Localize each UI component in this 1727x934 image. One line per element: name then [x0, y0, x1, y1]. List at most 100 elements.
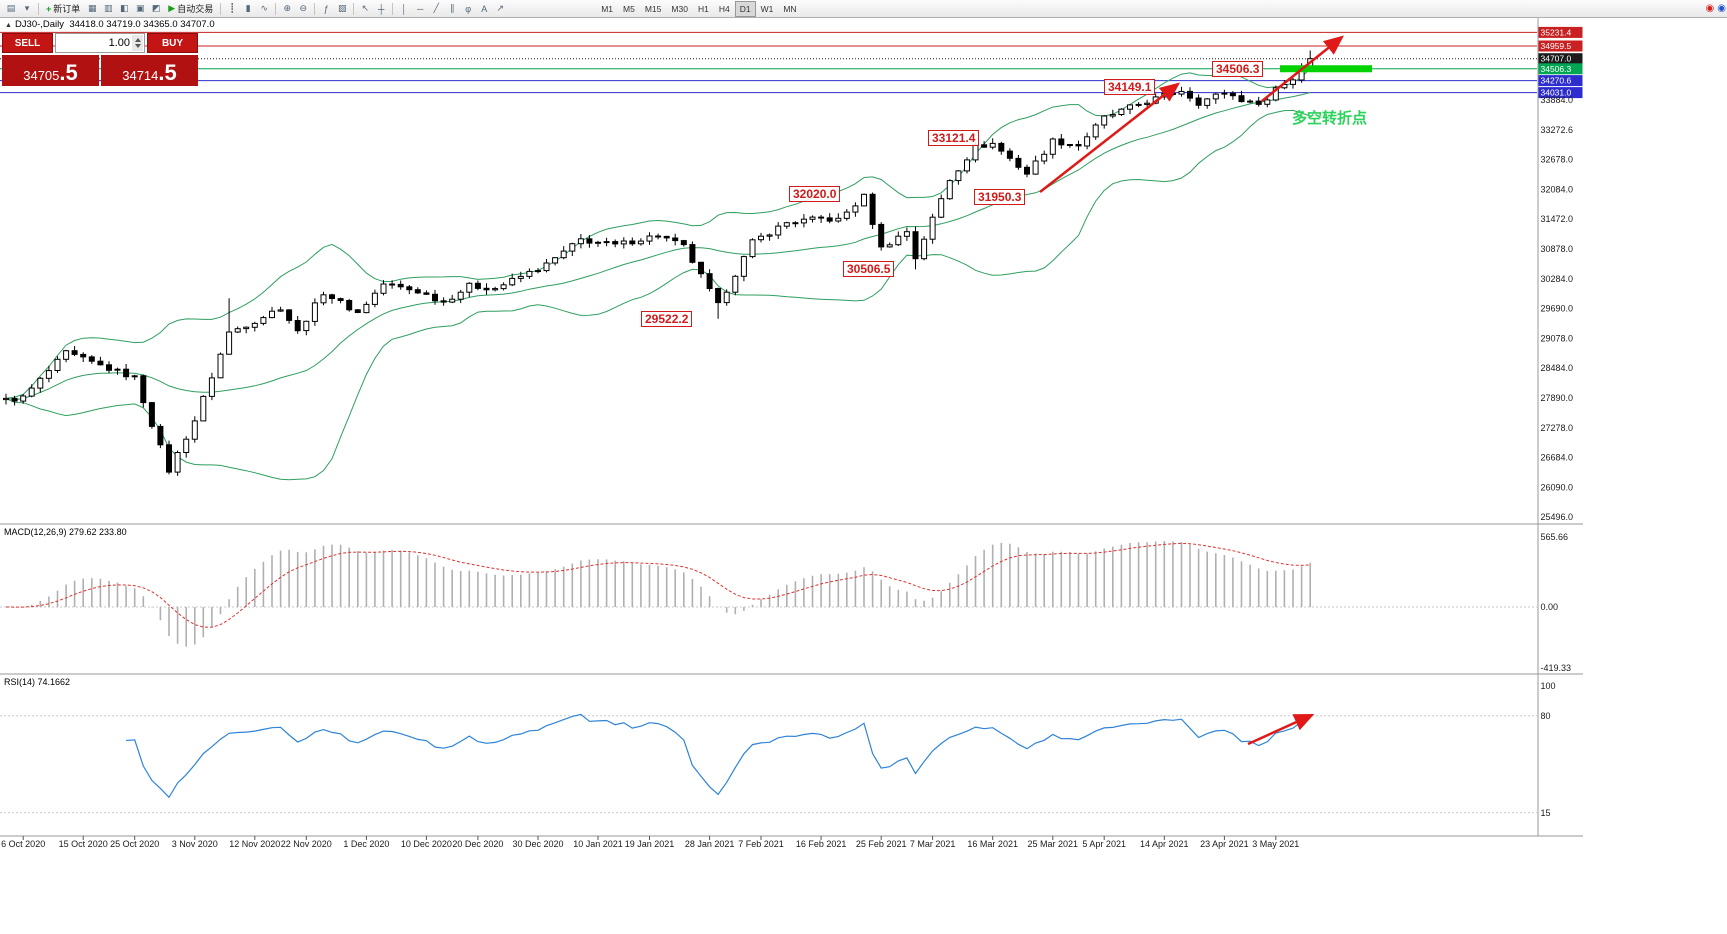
candlesticks	[3, 50, 1314, 476]
line-chart-icon[interactable]: ∿	[260, 3, 268, 13]
spinner-up-icon[interactable]	[134, 38, 141, 42]
bar-chart-icon[interactable]: ┋	[229, 3, 235, 13]
volume-input[interactable]	[56, 36, 144, 50]
svg-text:16 Mar 2021: 16 Mar 2021	[967, 839, 1018, 849]
fibonacci-icon[interactable]: φ	[465, 3, 472, 14]
svg-text:30 Dec 2020: 30 Dec 2020	[512, 839, 563, 849]
timeframe-m1-button[interactable]: M1	[601, 3, 614, 14]
svg-text:7 Mar 2021: 7 Mar 2021	[910, 839, 956, 849]
channel-icon[interactable]: ∥	[449, 3, 455, 13]
candlestick-chart-icon[interactable]: ▮	[245, 3, 251, 13]
price-annotation: 29522.2	[641, 311, 693, 327]
svg-text:100: 100	[1541, 681, 1556, 691]
timeframe-mn-button[interactable]: MN	[783, 3, 797, 14]
trendline-icon[interactable]: ╱	[433, 3, 439, 13]
price-annotation: 34506.3	[1212, 61, 1264, 77]
svg-text:0.00: 0.00	[1541, 602, 1559, 612]
one-click-collapse-icon[interactable]: ▲	[5, 22, 12, 29]
toolbar-separator	[314, 2, 316, 15]
trend-arrows	[1039, 35, 1344, 746]
macd-panel	[0, 541, 1537, 647]
toolbar-separator	[220, 2, 222, 15]
volume-field	[55, 33, 145, 53]
svg-text:29078.0: 29078.0	[1541, 333, 1574, 343]
new-order-button[interactable]: + 新订单	[46, 3, 81, 15]
svg-text:31472.0: 31472.0	[1541, 214, 1574, 224]
spinner-down-icon[interactable]	[134, 44, 141, 48]
toolbar-separator	[275, 2, 277, 15]
buy-price-display[interactable]: 34714.5	[101, 55, 198, 86]
svg-text:30284.0: 30284.0	[1541, 274, 1574, 284]
price-annotation: 30506.5	[843, 261, 895, 277]
timeframe-d1-button[interactable]: D1	[734, 0, 756, 17]
time-axis	[22, 836, 1277, 840]
svg-text:28 Jan 2021: 28 Jan 2021	[685, 839, 735, 849]
svg-text:25 Feb 2021: 25 Feb 2021	[856, 839, 907, 849]
svg-text:15: 15	[1541, 808, 1551, 818]
bollinger-bands	[5, 68, 1311, 481]
svg-text:3 May 2021: 3 May 2021	[1252, 839, 1299, 849]
one-click-trade-panel: SELL BUY 34705.5 34714.5	[2, 33, 198, 86]
timeframe-m15-button[interactable]: M15	[644, 3, 662, 14]
svg-text:25 Mar 2021: 25 Mar 2021	[1028, 839, 1079, 849]
toolbar-separator	[353, 2, 355, 15]
timeframe-m5-button[interactable]: M5	[623, 3, 635, 14]
data-window-icon[interactable]: ▥	[104, 3, 113, 13]
arrow-tool-icon[interactable]: ↗	[496, 3, 504, 13]
new-chart-icon[interactable]: ▤	[6, 3, 16, 13]
chart-symbol-period: DJ30-,Daily	[14, 19, 65, 30]
svg-text:34270.6: 34270.6	[1541, 76, 1572, 86]
timeframe-h1-button[interactable]: H1	[697, 3, 709, 14]
toolbar-separator	[38, 2, 39, 15]
svg-text:22 Nov 2020: 22 Nov 2020	[281, 839, 332, 849]
panel-separators	[0, 17, 1583, 837]
svg-text:29690.0: 29690.0	[1541, 304, 1574, 314]
zoom-out-icon[interactable]: ⊖	[299, 3, 307, 13]
svg-text:12 Nov 2020: 12 Nov 2020	[229, 839, 280, 849]
svg-text:28484.0: 28484.0	[1541, 363, 1574, 373]
timeframe-h4-button[interactable]: H4	[718, 3, 730, 14]
sell-button[interactable]: SELL	[2, 33, 53, 53]
price-annotation: 34149.1	[1104, 79, 1156, 95]
buy-button[interactable]: BUY	[147, 33, 198, 53]
chart-list-dropdown-icon[interactable]: ▾	[24, 3, 30, 13]
svg-text:32678.0: 32678.0	[1541, 155, 1574, 165]
sell-price-display[interactable]: 34705.5	[2, 55, 99, 86]
zoom-in-icon[interactable]: ⊕	[283, 3, 291, 13]
navigator-icon[interactable]: ◧	[120, 3, 129, 13]
community-icon[interactable]: ◉	[1717, 3, 1726, 14]
news-alert-icon[interactable]: ◉	[1705, 3, 1715, 14]
timeframe-w1-button[interactable]: W1	[760, 3, 774, 14]
svg-text:34031.0: 34031.0	[1541, 88, 1572, 98]
price-annotation: 33121.4	[928, 130, 980, 146]
svg-text:20 Dec 2020: 20 Dec 2020	[452, 839, 503, 849]
auto-trading-button[interactable]: ▶ 自动交易	[168, 3, 214, 14]
strategy-tester-icon[interactable]: ◩	[152, 3, 161, 13]
svg-text:25 Oct 2020: 25 Oct 2020	[110, 839, 159, 849]
turning-point-annotation: 多空转折点	[1292, 110, 1368, 127]
chart-canvas[interactable]: 33884.0 33272.6 32678.0 32084.0 31472.0 30878…	[0, 0, 1583, 852]
svg-text:23 Apr 2021: 23 Apr 2021	[1200, 839, 1249, 849]
timeframe-m30-button[interactable]: M30	[671, 3, 688, 14]
toolbar-separator	[392, 2, 394, 15]
text-tool-icon[interactable]: A	[481, 3, 488, 14]
price-axis	[1538, 26, 1583, 99]
market-watch-icon[interactable]: ▦	[88, 3, 97, 13]
svg-text:27890.0: 27890.0	[1541, 393, 1574, 403]
volume-spinner[interactable]	[132, 35, 143, 51]
vertical-line-icon[interactable]: │	[401, 3, 408, 14]
svg-text:34959.5: 34959.5	[1541, 41, 1572, 51]
svg-text:3 Nov 2020: 3 Nov 2020	[172, 839, 218, 849]
cursor-icon[interactable]: ↖	[361, 3, 369, 13]
horizontal-line-icon[interactable]: ─	[417, 3, 424, 14]
terminal-icon[interactable]: ▣	[136, 3, 145, 13]
svg-text:30878.0: 30878.0	[1541, 244, 1574, 254]
rsi-indicator-label: RSI(14) 74.1662	[4, 677, 71, 687]
indicators-icon[interactable]: ƒ	[323, 3, 329, 14]
templates-icon[interactable]: ▨	[337, 3, 347, 13]
svg-text:32084.0: 32084.0	[1541, 184, 1574, 194]
crosshair-icon[interactable]: ┼	[378, 3, 385, 14]
svg-text:5 Apr 2021: 5 Apr 2021	[1082, 839, 1126, 849]
svg-text:1 Dec 2020: 1 Dec 2020	[343, 839, 389, 849]
price-annotation: 32020.0	[789, 186, 841, 202]
